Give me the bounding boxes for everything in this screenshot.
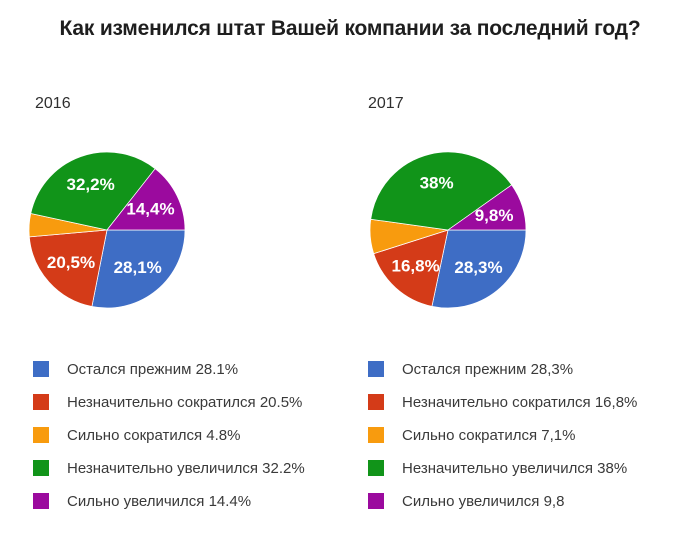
- legend-swatch: [368, 493, 384, 509]
- legend-label: Незначительно увеличился 32.2%: [67, 459, 305, 477]
- legend-item: Остался прежним 28,3%: [368, 360, 637, 378]
- legend-label: Незначительно сократился 20.5%: [67, 393, 303, 411]
- pie-slice: [28, 229, 108, 307]
- legend-label: Сильно увеличился 14.4%: [67, 492, 252, 510]
- legend-item: Остался прежним 28.1%: [33, 360, 305, 378]
- legend-label: Остался прежним 28,3%: [402, 360, 574, 378]
- pie-slice-label: 28,3%: [454, 258, 502, 277]
- pie-slice-label: 9,8%: [475, 206, 514, 225]
- legend-swatch: [368, 361, 384, 377]
- legend-label: Незначительно сократился 16,8%: [402, 393, 638, 411]
- legend-item: Сильно увеличился 9,8: [368, 492, 637, 510]
- pie-slice-label: 28,1%: [114, 258, 162, 277]
- page-title: Как изменился штат Вашей компании за пос…: [59, 17, 641, 40]
- legend-item: Незначительно сократился 16,8%: [368, 393, 638, 411]
- legend-2016: Остался прежним 28.1% Незначительно сокра…: [33, 361, 305, 526]
- pie-slice: [446, 184, 527, 231]
- pie-slice-label: 20,5%: [47, 253, 95, 272]
- pie-chart-2017: 28,3% 16,8% 38% 9,8%: [369, 151, 527, 309]
- legend-label: Незначительно увеличился 38%: [402, 459, 628, 477]
- legend-2017: Остался прежним 28,3% Незначительно сокра…: [368, 361, 637, 526]
- legend-item: Сильно сократился 7,1%: [368, 426, 637, 444]
- chart-year-label-2017: 2017: [368, 95, 404, 112]
- legend-item: Незначительно увеличился 32.2%: [33, 459, 305, 477]
- legend-swatch: [33, 493, 49, 509]
- pie-slice: [370, 151, 513, 231]
- legend-label: Сильно сократился 4.8%: [67, 426, 241, 444]
- legend-swatch: [33, 394, 49, 410]
- pie-slice: [106, 168, 186, 231]
- pie-slice-label: 32,2%: [66, 175, 114, 194]
- legend-swatch: [368, 460, 384, 476]
- legend-label: Сильно сократился 7,1%: [402, 426, 576, 444]
- pie-slice: [431, 229, 527, 309]
- legend-item: Сильно сократился 4.8%: [33, 426, 305, 444]
- chart-year-label-2016: 2016: [35, 95, 71, 112]
- legend-swatch: [368, 394, 384, 410]
- legend-swatch: [368, 427, 384, 443]
- legend-label: Сильно увеличился 9,8: [402, 492, 565, 510]
- legend-swatch: [33, 361, 49, 377]
- pie-chart-2016: 28,1% 20,5% 32,2% 14,4%: [28, 151, 186, 309]
- pie-slice: [91, 229, 186, 309]
- pie-slice-label: 14,4%: [126, 199, 174, 218]
- legend-swatch: [33, 427, 49, 443]
- pie-slice: [30, 151, 156, 231]
- legend-item: Незначительно сократился 20.5%: [33, 393, 305, 411]
- pie-slice: [373, 229, 449, 307]
- legend-item: Незначительно увеличился 38%: [368, 459, 637, 477]
- legend-swatch: [33, 460, 49, 476]
- pie-slice-label: 16,8%: [391, 256, 439, 275]
- legend-item: Сильно увеличился 14.4%: [33, 492, 305, 510]
- pie-slice-label: 38%: [420, 174, 454, 193]
- legend-label: Остался прежним 28.1%: [67, 360, 239, 378]
